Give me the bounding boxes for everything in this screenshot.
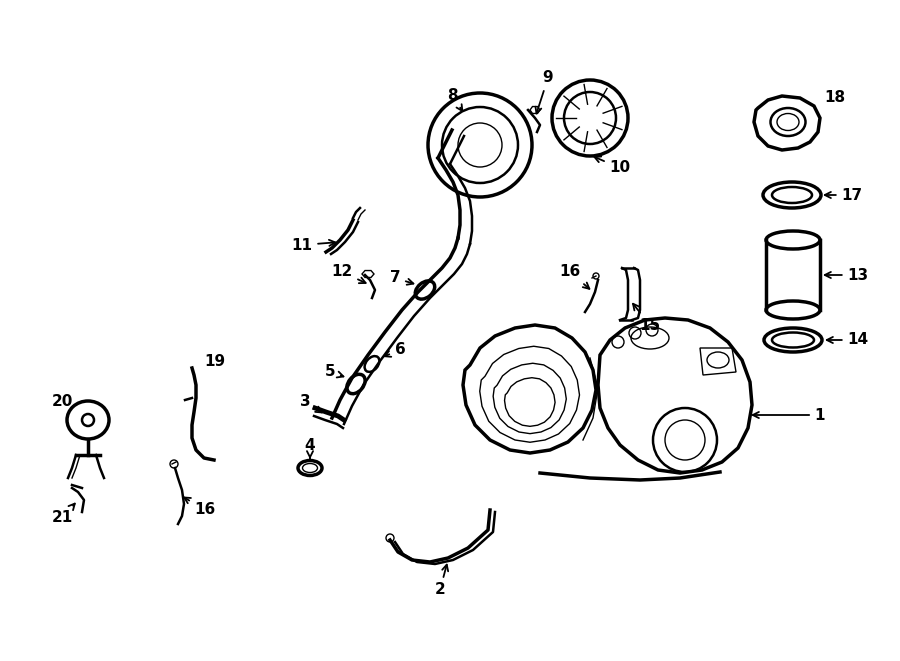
Text: 14: 14 (827, 332, 868, 348)
Text: 12: 12 (331, 264, 365, 283)
Text: 16: 16 (184, 498, 216, 518)
Text: 9: 9 (536, 71, 554, 114)
Text: 18: 18 (824, 91, 846, 106)
Polygon shape (362, 270, 374, 278)
Text: 13: 13 (824, 268, 868, 282)
Text: 8: 8 (446, 87, 463, 111)
Text: 4: 4 (305, 438, 315, 458)
Text: 3: 3 (300, 395, 322, 412)
Text: 17: 17 (824, 188, 862, 202)
Text: 5: 5 (325, 364, 344, 379)
Text: 21: 21 (51, 504, 75, 525)
Polygon shape (530, 106, 540, 114)
Text: 7: 7 (390, 270, 413, 286)
Text: 16: 16 (560, 264, 590, 289)
Text: 10: 10 (594, 157, 631, 176)
Text: 2: 2 (435, 564, 448, 598)
Text: 20: 20 (51, 395, 73, 410)
Text: 11: 11 (292, 237, 335, 253)
Text: 15: 15 (633, 304, 661, 332)
Text: 19: 19 (204, 354, 226, 369)
Text: 6: 6 (384, 342, 405, 358)
Text: 1: 1 (752, 407, 825, 422)
